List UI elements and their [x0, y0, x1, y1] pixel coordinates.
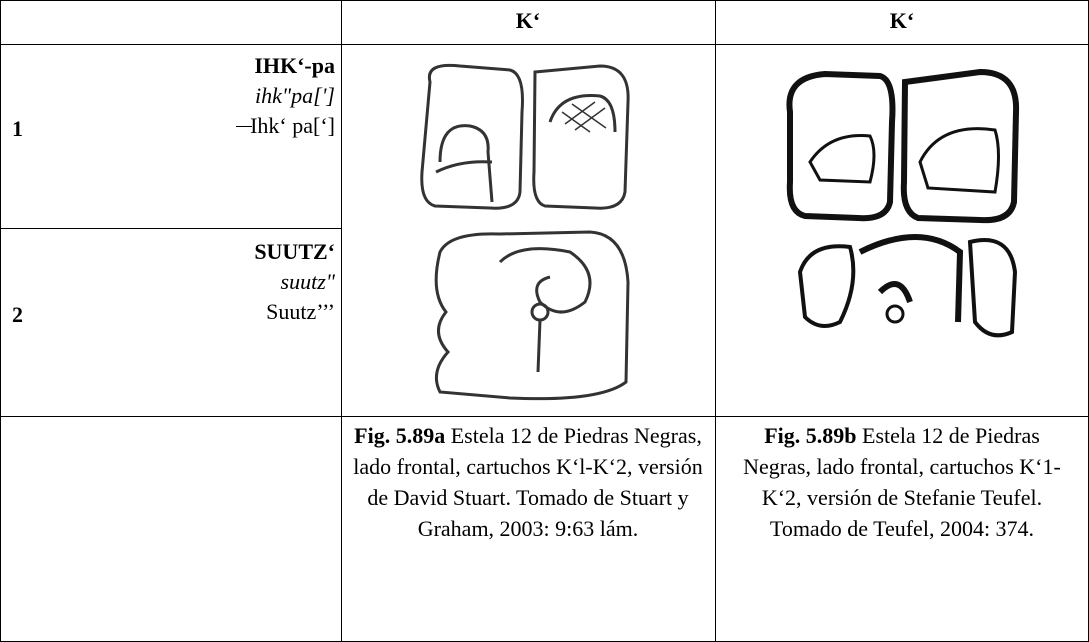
strike [236, 126, 252, 127]
border [0, 0, 1, 642]
glyph-drawing-a [420, 63, 630, 401]
transliteration: ihk"pa['] [255, 83, 335, 108]
transcription: Suutz’’’ [266, 299, 335, 324]
glyph-drawing-b [786, 68, 1020, 338]
caption-label: Fig. 5.89a [354, 423, 446, 448]
row-number: 2 [12, 302, 23, 327]
border [0, 44, 1089, 45]
border [715, 0, 716, 642]
transliteration: suutz" [280, 269, 335, 294]
header-cell: K‘ [515, 8, 541, 33]
caption: Fig. 5.89a Estela 12 de Piedras Negras, … [349, 420, 707, 544]
transcription: Ihk‘ pa[‘] [250, 113, 335, 138]
caption-text: Estela 12 de Piedras Negras, lado fronta… [743, 423, 1061, 541]
row-number: 1 [12, 116, 23, 141]
logogram: IHK‘-pa [254, 53, 335, 78]
border [0, 416, 1089, 417]
caption-label: Fig. 5.89b [764, 423, 857, 448]
border [0, 228, 341, 229]
header-cell: K‘ [889, 8, 915, 33]
logogram: SUUTZ‘ [254, 239, 335, 264]
border [341, 0, 342, 642]
caption-text: Estela 12 de Piedras Negras, lado fronta… [353, 423, 703, 541]
border [0, 0, 1089, 1]
caption: Fig. 5.89b Estela 12 de Piedras Negras, … [729, 420, 1075, 544]
